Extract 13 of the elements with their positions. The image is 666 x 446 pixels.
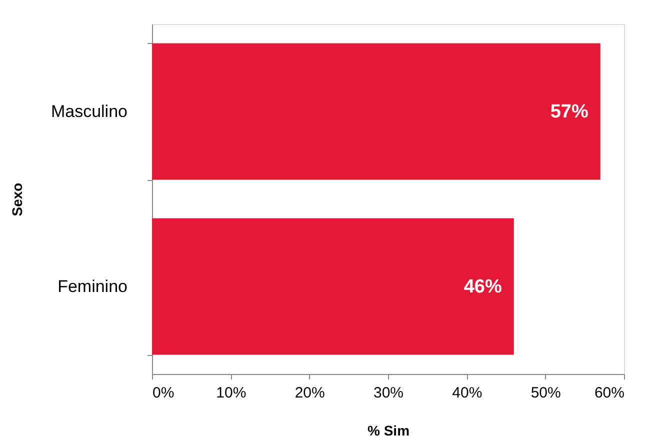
data-label: 57% (550, 102, 589, 122)
y-tick-label: Feminino (58, 277, 128, 296)
data-label: 46% (464, 276, 502, 298)
x-tick-label: 0% (152, 384, 174, 402)
x-tick-label: 20% (294, 384, 325, 402)
y-axis-title: Sexo (8, 182, 25, 216)
x-tick-label: 50% (530, 384, 561, 402)
x-tick-label: 30% (373, 384, 404, 402)
x-axis-title: % Sim (367, 422, 410, 438)
x-tick-label: 10% (216, 384, 246, 402)
y-tick-label: Masculino (50, 102, 128, 121)
x-tick-label: 60% (594, 384, 624, 402)
x-tick-label: 40% (452, 384, 482, 402)
